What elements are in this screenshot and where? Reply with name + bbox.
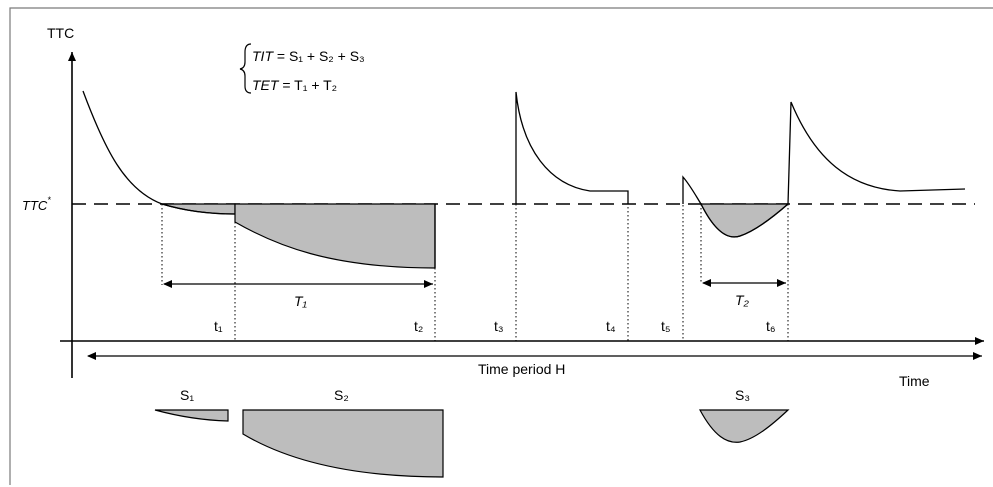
tit-equation: TIT = S₁ + S₂ + S₃ xyxy=(252,48,365,64)
tick-label-t4: t₄ xyxy=(606,318,616,334)
equations-brace xyxy=(239,43,252,94)
x-axis-label: Time xyxy=(899,373,930,389)
ttc-curve-segment-3 xyxy=(682,175,789,238)
ttc-curve-segment-1 xyxy=(82,90,236,215)
threshold-label: TTC* xyxy=(22,195,51,213)
s2-extracted-shape xyxy=(242,409,444,478)
time-period-label: Time period H xyxy=(478,361,565,377)
t2-interval-label: T₂ xyxy=(735,292,750,308)
tet-equation: TET = T₁ + T₂ xyxy=(252,77,337,93)
area-label-s2: S₂ xyxy=(334,387,349,403)
ttc-curve-segment-2 xyxy=(515,91,629,204)
tick-label-t6: t₆ xyxy=(766,318,776,334)
area-label-s1: S₁ xyxy=(180,387,194,403)
area-label-s3: S₃ xyxy=(735,387,750,403)
threshold-superscript: * xyxy=(47,195,51,205)
s1-extracted-shape xyxy=(154,409,229,422)
s3-shaded-area xyxy=(700,203,790,238)
tick-label-t2: t₂ xyxy=(414,318,423,334)
s3-extracted-shape xyxy=(698,409,790,443)
s1-shaded-area xyxy=(161,203,236,215)
tick-label-t5: t₅ xyxy=(661,318,671,334)
y-axis-label: TTC xyxy=(47,25,74,41)
tick-label-t3: t₃ xyxy=(494,318,504,334)
t1-interval-label: T₁ xyxy=(294,293,308,309)
tick-label-t1: t₁ xyxy=(214,318,223,334)
frame-border xyxy=(9,7,993,485)
ttc-curve-segment-4 xyxy=(787,101,966,205)
s2-shaded-area xyxy=(234,203,436,269)
